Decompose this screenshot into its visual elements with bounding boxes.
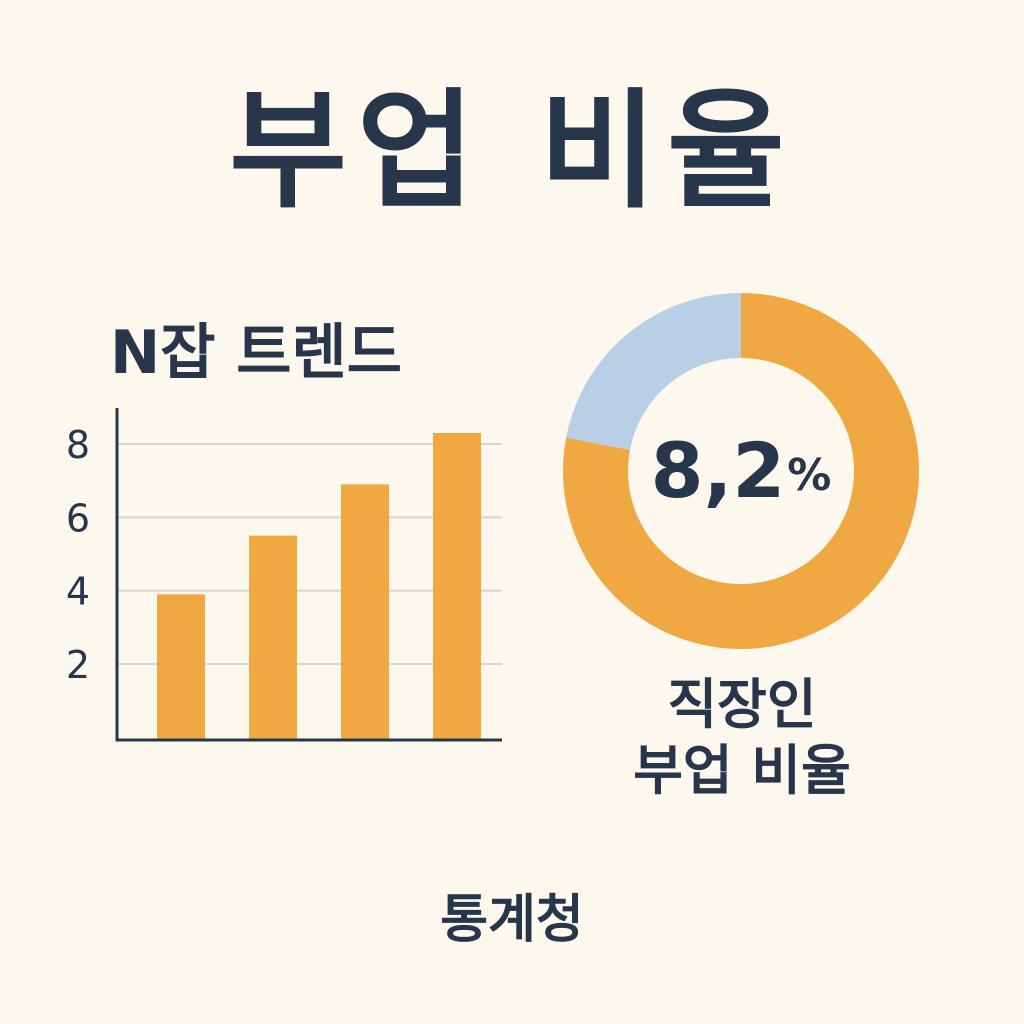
donut-svg (563, 293, 919, 649)
page-title: 부업 비율 (229, 77, 795, 226)
bar (433, 433, 481, 740)
y-tick-label: 4 (66, 570, 90, 614)
bar (341, 484, 389, 740)
bar (249, 535, 297, 740)
donut-center: 8,2% (560, 290, 922, 652)
y-tick-label: 2 (66, 643, 90, 687)
bar-chart-title: N잡 트렌드 (110, 318, 402, 388)
donut-center-value: 8,2 (650, 426, 786, 515)
donut-label-line-2: 부업 비율 (633, 739, 851, 802)
y-tick-label: 6 (66, 496, 90, 540)
source-label: 통계청 (440, 890, 584, 950)
y-tick-label: 8 (66, 423, 90, 467)
bar (157, 594, 205, 740)
donut-label-line-1: 직장인 (667, 673, 817, 736)
donut-chart: 8,2% (560, 290, 922, 652)
donut-slice-rest (566, 293, 741, 450)
donut-slice-main (563, 293, 919, 649)
donut-label: 직장인 부업 비율 (560, 672, 924, 804)
donut-center-unit: % (787, 450, 832, 501)
